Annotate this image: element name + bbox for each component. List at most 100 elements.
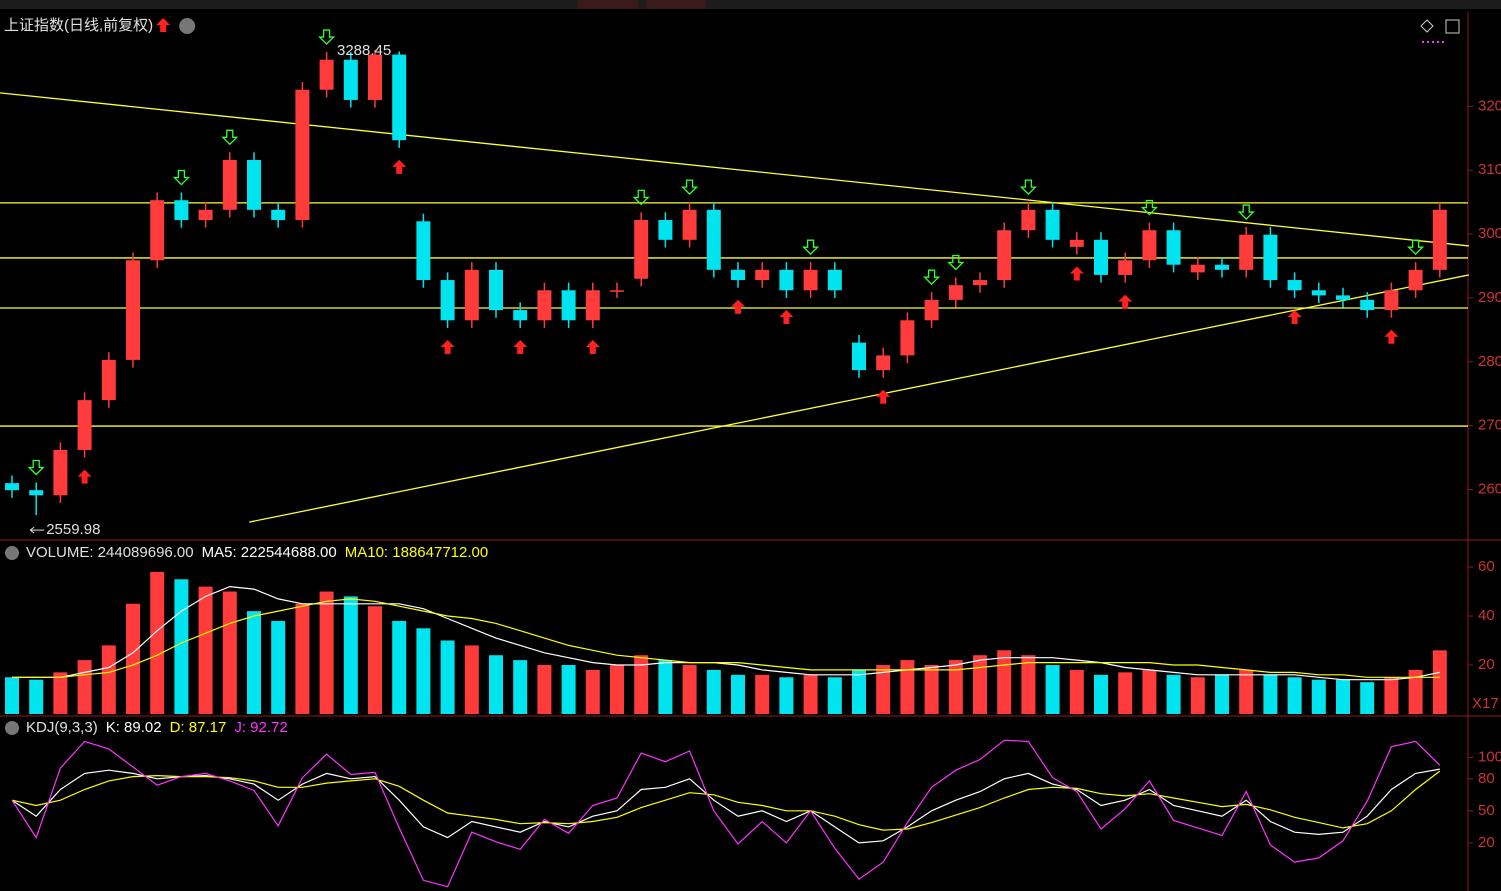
volume-bar [634, 655, 649, 714]
volume-bar [126, 603, 140, 714]
candle-body [1287, 280, 1302, 291]
volume-bar [997, 650, 1012, 714]
volume-bar [1408, 669, 1423, 714]
candle-body [658, 220, 673, 240]
volume-bar [1094, 674, 1108, 714]
volume-bar [1263, 674, 1278, 714]
volume-bar [101, 645, 116, 714]
buy-arrow [392, 159, 407, 174]
volume-bar [876, 665, 891, 714]
candle-body [1118, 260, 1133, 275]
volume-bar [973, 655, 987, 714]
buy-arrow [876, 389, 891, 404]
candle-body [755, 269, 770, 281]
candle-body [876, 355, 891, 371]
candle-body [827, 269, 842, 291]
y-tick-label: 100 [1478, 748, 1501, 765]
volume-bar [1142, 669, 1157, 714]
title-menu-icon[interactable] [179, 18, 196, 34]
volume-bar [464, 645, 479, 714]
legend-entry: J: 92.72 [234, 719, 287, 736]
candle-body [924, 299, 939, 321]
candle-body [222, 159, 237, 210]
candle-body [706, 209, 721, 270]
candle-body [852, 342, 866, 371]
candle-body [29, 490, 44, 496]
sell-arrow [1140, 199, 1158, 216]
volume-bar [295, 603, 310, 714]
chart-title: 上证指数(日线,前复权) [4, 16, 153, 34]
candle-body [1263, 234, 1278, 281]
candle-body [1432, 209, 1447, 270]
buy-arrow [779, 309, 794, 324]
legend-entry: D: 87.17 [170, 719, 227, 736]
y-tick-label: 2700 [1478, 417, 1501, 434]
y-tick-label: 3200 [1478, 97, 1501, 114]
y-tick-label: 20 [1478, 834, 1495, 851]
sell-arrow [172, 169, 190, 186]
sell-arrow [221, 129, 239, 146]
menu-tab[interactable] [578, 0, 638, 9]
candle-body [343, 59, 358, 100]
sell-arrow [1407, 239, 1425, 256]
volume-bar [924, 665, 939, 714]
min-label: 2559.98 [46, 521, 100, 538]
volume-bar [731, 674, 745, 714]
sell-arrow [802, 239, 820, 256]
candle-body [5, 483, 19, 491]
volume-bar [5, 677, 19, 714]
candle-body [513, 310, 528, 321]
sell-arrow [632, 189, 650, 206]
volume-bar [222, 591, 237, 714]
candle-body [150, 200, 165, 261]
volume-bar [440, 640, 455, 714]
volume-bar [247, 611, 261, 714]
kdj-panel: 20 50 80 100 K: 89.02 D: 87.17 J: 92.72 [11, 719, 1501, 888]
sell-arrow [923, 269, 941, 286]
volume-bar [53, 672, 68, 714]
volume-bar [1021, 655, 1036, 714]
sell-arrow [1237, 204, 1255, 220]
candle-body [1384, 290, 1399, 311]
panel-menu-icon[interactable] [5, 721, 19, 735]
candle-body [1021, 209, 1036, 231]
volume-bar [900, 660, 915, 714]
buy-arrow [1384, 329, 1399, 344]
candle-body [1142, 230, 1157, 261]
buy-arrow [1118, 294, 1133, 309]
candle-body [537, 290, 552, 321]
candle-body [634, 220, 649, 279]
menu-bar [0, 0, 1501, 9]
candle-body [779, 269, 794, 291]
volume-bar [1215, 674, 1229, 714]
legend-entry: MA10: 188647712.00 [345, 544, 488, 561]
volume-bar [1069, 669, 1084, 714]
trend-line [0, 92, 1469, 247]
candle-body [900, 320, 915, 356]
candle-body [126, 260, 140, 360]
candle-body [1239, 234, 1254, 270]
candle-body [1190, 264, 1205, 273]
candle-body [1045, 209, 1060, 240]
diamond-icon[interactable] [1420, 19, 1434, 33]
candle-body [247, 159, 261, 210]
volume-bar [29, 679, 44, 714]
sell-arrow [27, 459, 45, 476]
panel-title: VOLUME: 244089696.00 [26, 544, 194, 561]
volume-bar [1190, 677, 1205, 714]
window-icon[interactable] [1445, 19, 1460, 34]
volume-bar [150, 571, 165, 714]
volume-bar [1045, 665, 1060, 714]
legend-entry: K: 89.02 [106, 719, 162, 736]
volume-bar [1239, 669, 1254, 714]
volume-bar [1311, 679, 1326, 714]
candle-body [1311, 290, 1326, 296]
menu-tab[interactable] [646, 0, 706, 9]
candle-body [295, 89, 310, 221]
panel-menu-icon[interactable] [5, 546, 19, 560]
candle-body [610, 290, 624, 292]
y-tick-label: 50 [1478, 802, 1495, 819]
candle-body [464, 269, 479, 321]
